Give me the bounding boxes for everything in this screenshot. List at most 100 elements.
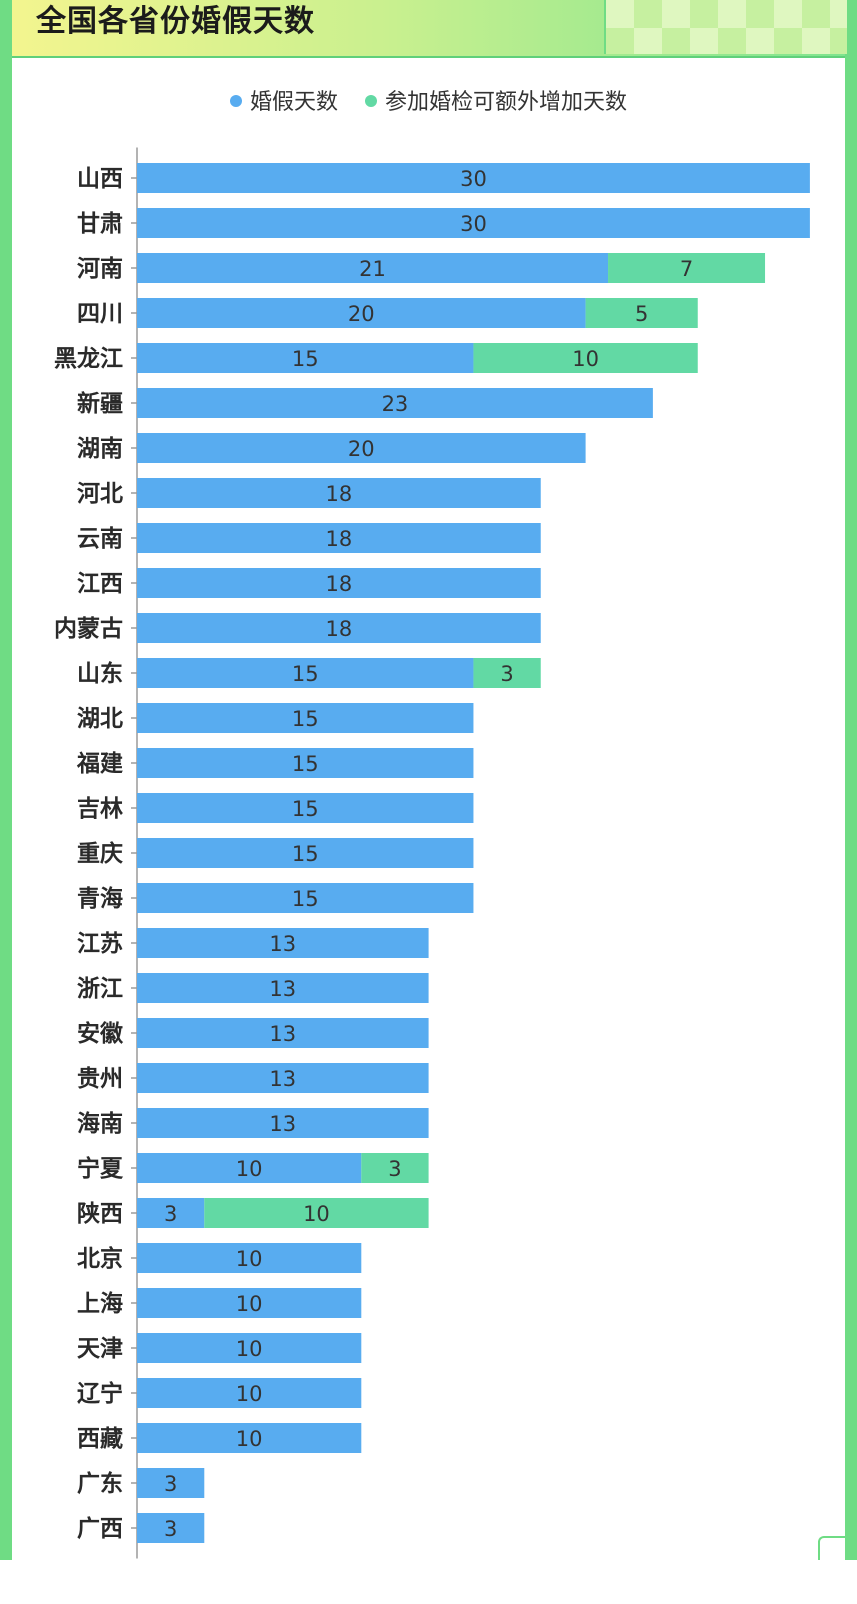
data-label-base: 13 <box>269 977 296 1001</box>
data-label-base: 23 <box>382 392 409 416</box>
data-label-base: 10 <box>236 1247 263 1271</box>
category-label: 浙江 <box>77 976 123 1002</box>
corner-edit-icon <box>818 1536 846 1560</box>
category-label: 广东 <box>77 1470 123 1497</box>
data-label-base: 10 <box>236 1382 263 1406</box>
category-label: 福建 <box>76 751 123 777</box>
bar-base <box>137 1198 205 1228</box>
category-label: 江苏 <box>77 931 123 957</box>
bar-base <box>137 1288 362 1318</box>
category-label: 宁夏 <box>77 1155 124 1182</box>
data-label-base: 30 <box>460 212 487 236</box>
bar-base <box>137 478 541 508</box>
category-label: 河南 <box>77 256 123 282</box>
data-label-base: 13 <box>269 1067 296 1091</box>
bar-base <box>137 703 474 733</box>
data-label-base: 20 <box>348 437 375 461</box>
data-label-base: 10 <box>236 1427 263 1451</box>
bar-base <box>137 523 541 553</box>
bar-extra <box>585 298 698 328</box>
bar-base <box>137 1108 429 1138</box>
bar-base <box>137 208 810 238</box>
bar-base <box>137 928 429 958</box>
data-label-base: 15 <box>292 347 319 371</box>
data-label-base: 10 <box>236 1292 263 1316</box>
bar-base <box>137 1378 362 1408</box>
data-label-extra: 7 <box>680 257 693 281</box>
category-label: 陕西 <box>77 1200 123 1227</box>
data-label-extra: 5 <box>635 302 648 326</box>
data-label-base: 18 <box>326 482 353 506</box>
legend: 婚假天数 参加婚检可额外增加天数 <box>0 88 857 118</box>
category-label: 云南 <box>77 526 123 552</box>
category-label: 四川 <box>77 301 123 327</box>
data-label-base: 18 <box>326 527 353 551</box>
data-label-base: 15 <box>292 752 319 776</box>
bar-base <box>137 748 474 778</box>
bar-base <box>137 613 541 643</box>
bar-base <box>137 1513 205 1543</box>
data-label-base: 13 <box>269 932 296 956</box>
category-label: 内蒙古 <box>54 616 123 642</box>
data-label-base: 20 <box>348 302 375 326</box>
bar-base <box>137 298 586 328</box>
category-label: 山东 <box>77 660 123 687</box>
data-label-base: 13 <box>269 1022 296 1046</box>
category-label: 湖北 <box>77 706 123 732</box>
data-label-base: 3 <box>164 1472 177 1496</box>
bar-extra <box>473 658 541 688</box>
data-label-base: 15 <box>292 797 319 821</box>
category-label: 重庆 <box>77 840 123 867</box>
data-label-base: 18 <box>326 572 353 596</box>
bar-extra <box>608 253 766 283</box>
bar-base <box>137 1423 362 1453</box>
bar-base <box>137 1333 362 1363</box>
category-label: 甘肃 <box>77 211 123 237</box>
data-label-base: 30 <box>460 167 487 191</box>
chart-title: 全国各省份婚假天数 <box>36 4 315 39</box>
legend-item-extra: 参加婚检可额外增加天数 <box>365 88 627 118</box>
category-label: 青海 <box>77 885 123 912</box>
data-label-extra: 10 <box>303 1202 330 1226</box>
legend-item-base: 婚假天数 <box>229 88 338 118</box>
legend-label-extra: 参加婚检可额外增加天数 <box>385 90 628 115</box>
category-label: 安徽 <box>77 1020 124 1047</box>
legend-dot-base-icon <box>229 95 242 107</box>
category-label: 黑龙江 <box>54 346 123 372</box>
bar-base <box>137 1468 205 1498</box>
data-label-base: 10 <box>236 1337 263 1361</box>
bar-base <box>137 388 653 418</box>
bar-base <box>137 793 474 823</box>
category-label: 天津 <box>77 1335 123 1362</box>
bar-extra <box>361 1153 429 1183</box>
data-label-base: 15 <box>292 887 319 911</box>
data-label-extra: 10 <box>572 347 599 371</box>
category-label: 辽宁 <box>77 1380 123 1407</box>
category-label: 吉林 <box>77 795 123 822</box>
category-label: 江西 <box>77 571 123 597</box>
category-label: 新疆 <box>77 390 123 417</box>
category-label: 上海 <box>77 1290 123 1317</box>
category-label: 西藏 <box>77 1426 123 1452</box>
category-label: 北京 <box>77 1245 123 1272</box>
legend-dot-extra-icon <box>365 95 377 107</box>
bar-base <box>137 343 474 373</box>
category-label: 河北 <box>77 481 123 507</box>
category-label: 湖南 <box>77 436 123 462</box>
category-label: 广西 <box>77 1515 123 1542</box>
data-label-extra: 3 <box>388 1157 401 1181</box>
bar-base <box>137 1153 362 1183</box>
bar-extra <box>473 343 698 373</box>
checker-decoration <box>604 0 847 54</box>
data-label-base: 3 <box>164 1202 177 1226</box>
data-label-base: 15 <box>292 707 319 731</box>
bar-extra <box>204 1198 429 1228</box>
bar-base <box>137 883 474 913</box>
bar-base <box>137 568 541 598</box>
data-label-extra: 3 <box>500 662 513 686</box>
legend-label-base: 婚假天数 <box>249 90 338 115</box>
header-banner: 全国各省份婚假天数 <box>12 0 847 58</box>
bar-base <box>137 658 474 688</box>
category-label: 海南 <box>77 1110 123 1137</box>
